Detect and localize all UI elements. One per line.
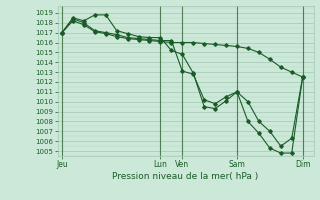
X-axis label: Pression niveau de la mer( hPa ): Pression niveau de la mer( hPa ) — [112, 172, 259, 181]
